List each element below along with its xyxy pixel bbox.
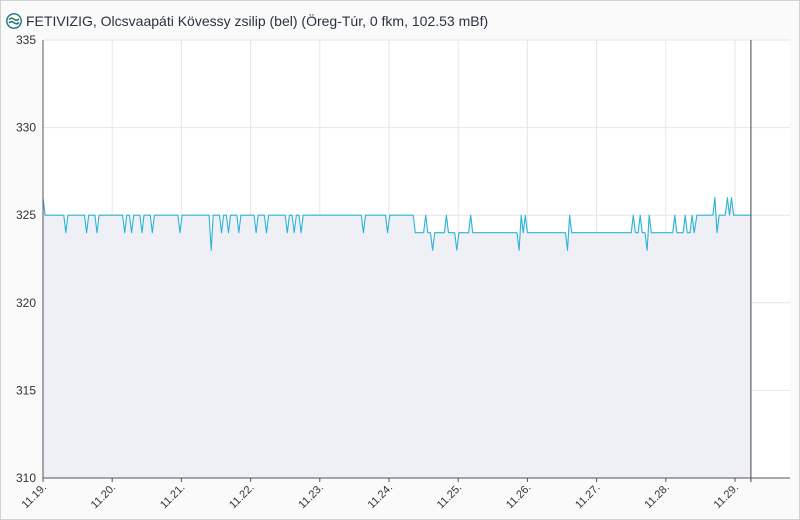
fetivizig-logo-icon xyxy=(6,13,22,29)
x-tick-label: 11.28. xyxy=(642,482,672,512)
series-line xyxy=(42,197,751,251)
chart-header: FETIVIZIG, Olcsvaapáti Kövessy zsilip (b… xyxy=(6,10,488,32)
y-tick-label: 320 xyxy=(16,296,36,310)
x-tick-label: 11.27. xyxy=(573,482,603,512)
x-tick-label: 11.24. xyxy=(366,482,396,512)
x-tick-label: 11.20. xyxy=(89,482,119,512)
x-tick-label: 11.19. xyxy=(20,482,50,512)
series-area xyxy=(43,197,751,478)
y-tick-label: 335 xyxy=(16,33,36,47)
x-tick-label: 11.26. xyxy=(504,482,534,512)
x-tick-label: 11.29. xyxy=(712,482,742,512)
x-tick-label: 11.23. xyxy=(296,482,326,512)
y-tick-label: 325 xyxy=(16,208,36,222)
x-tick-label: 11.22. xyxy=(227,482,257,512)
y-tick-label: 330 xyxy=(16,121,36,135)
chart-title: FETIVIZIG, Olcsvaapáti Kövessy zsilip (b… xyxy=(26,13,489,29)
x-tick-label: 11.21. xyxy=(158,482,188,512)
y-tick-label: 315 xyxy=(16,383,36,397)
y-tick-label: 310 xyxy=(16,471,36,485)
x-tick-label: 11.25. xyxy=(435,482,465,512)
